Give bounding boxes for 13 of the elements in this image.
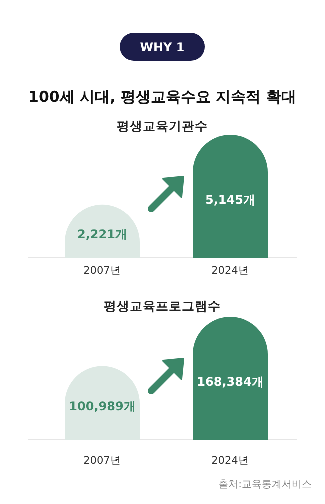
data-label: 2,221개 bbox=[78, 228, 128, 242]
data-label: 168,384개 bbox=[197, 374, 264, 389]
x-tick-label: 2007년 bbox=[84, 454, 122, 467]
source-note: 출처:교육통계서비스 bbox=[218, 480, 312, 491]
x-tick-label: 2024년 bbox=[212, 454, 250, 467]
text: WHY 1 bbox=[140, 40, 185, 54]
x-tick-label: 2007년 bbox=[84, 264, 122, 277]
data-label: 5,145개 bbox=[206, 192, 256, 207]
text: 100세 시대, 평생교육수요 지속적 확대 bbox=[28, 88, 296, 106]
chart-title: 평생교육기관수 bbox=[117, 118, 208, 134]
data-label: 100,989개 bbox=[69, 399, 136, 414]
chart-title: 평생교육프로그램수 bbox=[104, 298, 221, 314]
x-tick-label: 2024년 bbox=[212, 264, 250, 277]
